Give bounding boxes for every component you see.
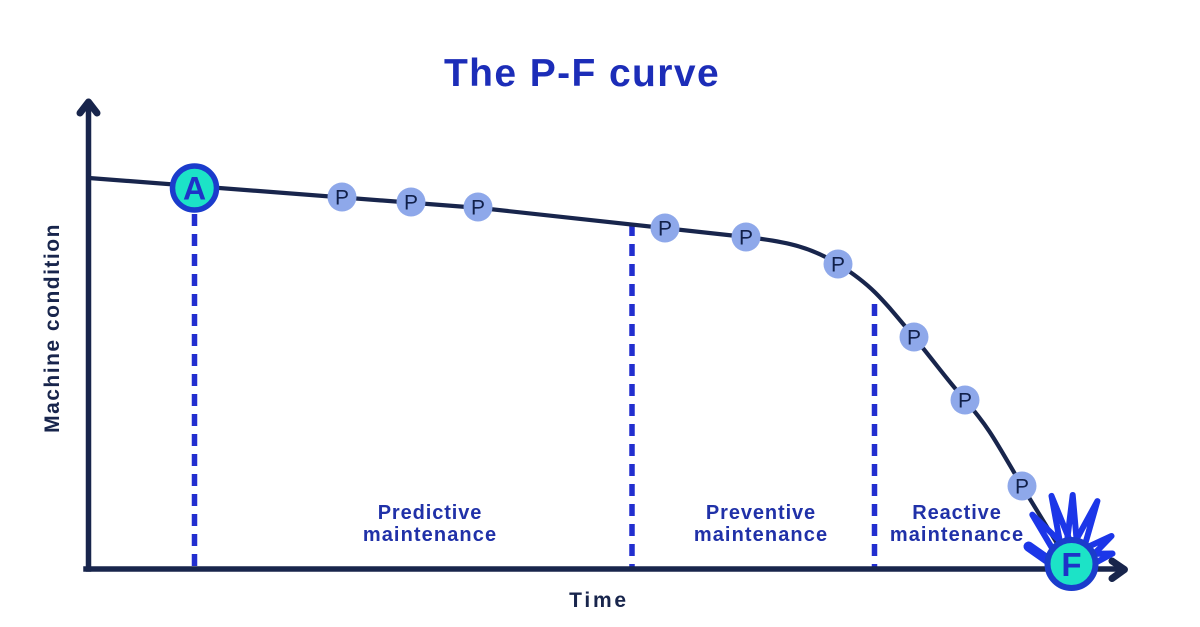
svg-text:P: P [831,254,845,277]
svg-text:P: P [471,197,485,220]
svg-text:The P-F curve: The P-F curve [444,52,720,95]
svg-text:Reactive: Reactive [912,502,1001,524]
svg-text:Time: Time [569,589,629,612]
svg-text:maintenance: maintenance [363,524,497,546]
svg-text:Predictive: Predictive [378,502,483,524]
svg-text:Preventive: Preventive [706,502,816,524]
svg-text:A: A [183,171,206,207]
svg-text:P: P [404,192,418,215]
svg-text:P: P [1015,476,1029,499]
svg-text:maintenance: maintenance [694,524,828,546]
svg-text:Machine condition: Machine condition [41,223,64,433]
svg-text:P: P [335,187,349,210]
svg-text:P: P [658,218,672,241]
svg-text:F: F [1061,546,1081,583]
svg-text:P: P [907,327,921,350]
svg-text:P: P [958,390,972,413]
svg-text:P: P [739,227,753,250]
svg-text:maintenance: maintenance [890,524,1024,546]
